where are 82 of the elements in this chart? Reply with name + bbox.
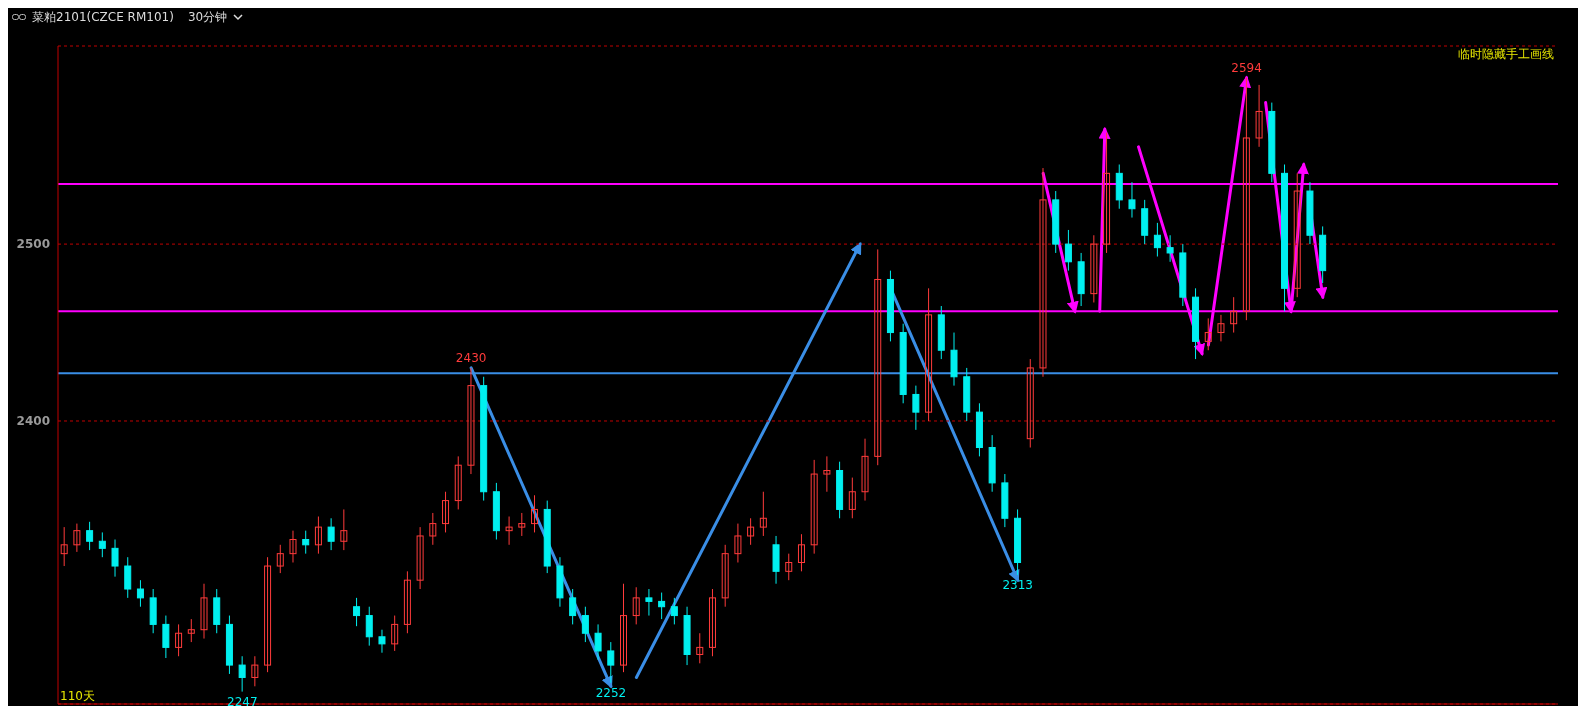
candlestick	[1039, 167, 1047, 378]
candlestick	[162, 615, 170, 659]
candlestick	[734, 523, 742, 563]
candlestick	[1242, 77, 1250, 321]
candlestick	[187, 618, 195, 643]
candlestick	[721, 544, 729, 608]
candlestick	[696, 632, 704, 664]
candlestick	[759, 491, 767, 537]
candlestick	[136, 579, 144, 608]
candlestick	[861, 438, 869, 502]
candlestick	[416, 526, 424, 590]
candlestick	[353, 597, 361, 627]
candlestick	[632, 586, 640, 625]
y-tick-label: 2500	[16, 237, 50, 252]
candlestick	[73, 523, 81, 553]
candlestick	[111, 539, 119, 578]
candlestick	[124, 556, 132, 599]
candlestick	[925, 287, 933, 422]
candlestick	[594, 623, 602, 661]
candlestick	[620, 583, 627, 673]
annotation: 2594	[1231, 60, 1262, 75]
candlestick	[747, 517, 755, 546]
candlestick	[505, 516, 513, 546]
candlestick	[403, 570, 411, 634]
candlestick	[264, 556, 272, 673]
candlestick	[797, 533, 805, 572]
candlestick	[442, 491, 450, 533]
candlestick	[708, 588, 716, 657]
candlestick	[391, 615, 399, 652]
candlestick	[1026, 358, 1034, 449]
candlestick	[1128, 181, 1136, 219]
candlestick	[429, 512, 437, 546]
chart-title: 菜粕2101(CZCE RM101)	[32, 8, 174, 26]
candlestick	[1103, 132, 1111, 254]
annotation: 临时隐藏手工画线	[1458, 47, 1554, 61]
candlestick	[848, 477, 856, 519]
candlestick	[276, 544, 284, 574]
candlestick	[175, 623, 183, 657]
candlestick	[1204, 317, 1212, 351]
candlestick	[658, 592, 666, 620]
candlestick	[912, 385, 920, 431]
candlestick	[1090, 234, 1098, 303]
candlestick	[569, 588, 577, 625]
candlestick	[518, 512, 526, 537]
candlestick	[1255, 84, 1263, 148]
candlestick	[874, 248, 882, 466]
candlestick	[670, 597, 678, 625]
candlestick	[607, 641, 615, 684]
candlestick	[340, 508, 348, 551]
candlestick	[302, 530, 310, 555]
chart-subtitle: 30分钟	[187, 8, 228, 26]
candlestick	[327, 517, 335, 551]
candlestick	[454, 455, 462, 510]
candlestick	[200, 583, 208, 640]
candlestick	[823, 455, 831, 493]
candlestick	[86, 521, 94, 551]
candlestick	[1166, 234, 1174, 263]
candlestick	[531, 494, 539, 533]
candlestick	[1153, 222, 1161, 257]
candlestick	[289, 530, 297, 563]
candlestick	[314, 516, 322, 555]
candlestick	[1230, 296, 1238, 334]
candlestick	[785, 553, 793, 581]
annotation: 110天	[60, 689, 95, 703]
candlestick	[378, 629, 386, 654]
candlestick	[1217, 314, 1225, 342]
annotation: 2252	[595, 685, 627, 700]
candlestick	[581, 606, 589, 643]
candlestick	[645, 588, 653, 617]
candlestick	[365, 606, 373, 647]
candlestick	[60, 526, 68, 567]
annotation: 2430	[455, 350, 487, 365]
annotation: 2247	[227, 694, 258, 708]
candlestick	[1064, 229, 1072, 272]
candlestick	[1293, 172, 1301, 298]
candlestick	[810, 459, 818, 555]
candlestick	[98, 531, 106, 558]
candlestick	[251, 655, 259, 687]
candlestick	[238, 655, 246, 693]
candlestick	[467, 367, 475, 475]
y-tick-label: 2400	[16, 414, 50, 429]
annotation: 2313	[1002, 577, 1034, 592]
